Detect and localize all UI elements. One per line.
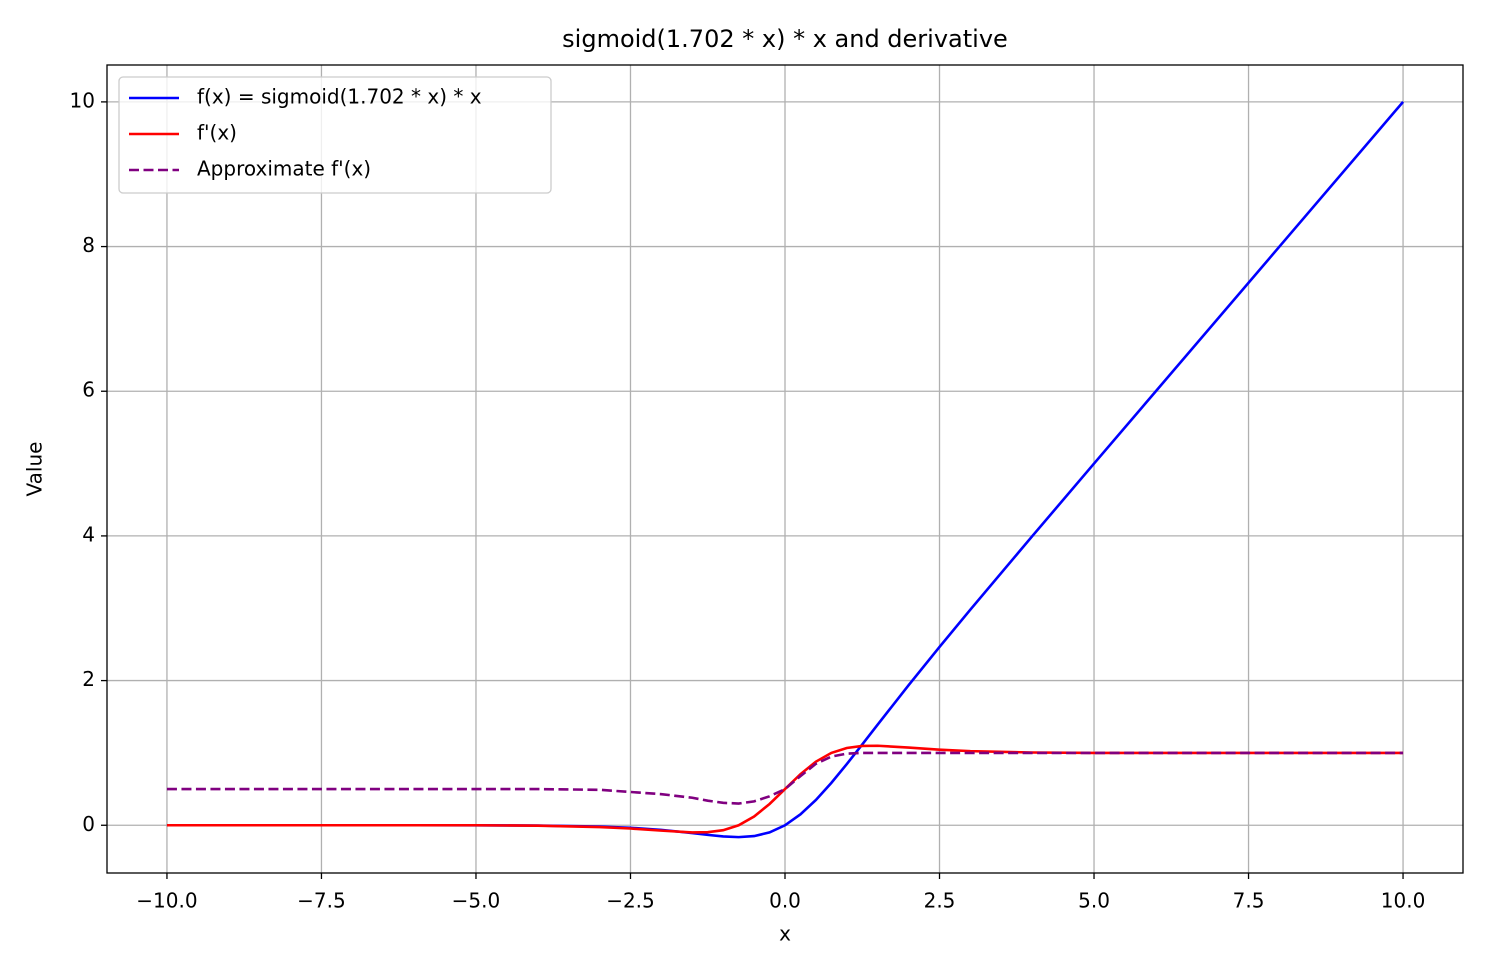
line <box>166 751 1404 805</box>
x-tick-label: 10.0 <box>1381 889 1426 913</box>
x-tick-label: −2.5 <box>606 889 655 913</box>
x-tick-label: −5.0 <box>452 889 501 913</box>
legend-box <box>118 76 552 194</box>
y-tick-label: 0 <box>82 812 95 836</box>
x-tick-label: 0.0 <box>769 889 801 913</box>
y-tick-label: 8 <box>82 233 95 257</box>
y-tick-label: 2 <box>82 667 95 691</box>
y-axis-label: Value <box>23 442 47 497</box>
y-tick-label: 6 <box>82 378 95 402</box>
line <box>166 744 1404 834</box>
y-tick-label: 10 <box>70 88 95 112</box>
x-tick-label: 7.5 <box>1233 889 1265 913</box>
x-tick-label: 2.5 <box>924 889 956 913</box>
legend-label: f'(x) <box>197 121 237 145</box>
x-tick-label: −7.5 <box>297 889 346 913</box>
legend: f(x) = sigmoid(1.702 * x) * x f'(x) Approx… <box>118 76 552 194</box>
legend-label: Approximate f'(x) <box>197 157 371 181</box>
x-axis-label: x <box>779 922 791 946</box>
chart-title: sigmoid(1.702 * x) * x and derivative <box>562 25 1008 53</box>
y-tick-label: 4 <box>82 522 95 546</box>
legend-label: f(x) = sigmoid(1.702 * x) * x <box>197 85 482 109</box>
x-tick-label: −10.0 <box>136 889 197 913</box>
plot-frame <box>106 64 1464 874</box>
x-tick-label: 5.0 <box>1078 889 1110 913</box>
